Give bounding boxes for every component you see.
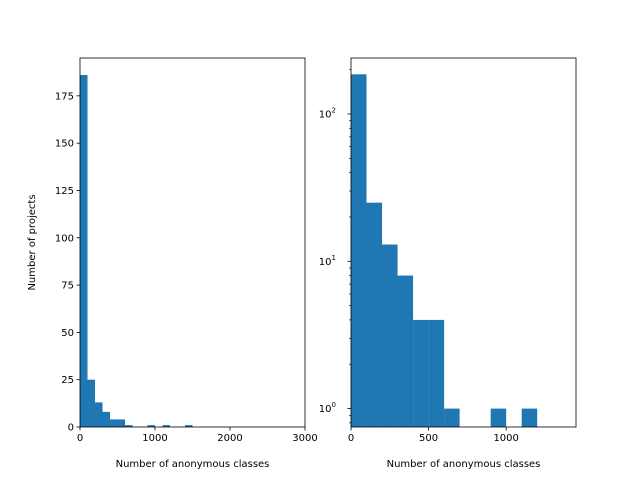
x-axis-label: Number of anonymous classes bbox=[116, 459, 270, 470]
histogram-bar bbox=[366, 202, 383, 427]
histogram-bar bbox=[185, 425, 193, 427]
axes-frame bbox=[350, 57, 577, 428]
histogram-linear-panel: 0 1000 2000 3000 0 25 50 75 100 125 150 175 Number… bbox=[27, 57, 318, 470]
y-axis-ticks: 0 25 50 75 100 125 150 175 bbox=[55, 91, 80, 434]
x-tick-label: 1000 bbox=[142, 433, 167, 444]
histogram-bar bbox=[490, 408, 507, 427]
axes-frame bbox=[79, 57, 306, 428]
histogram-bar bbox=[382, 244, 398, 427]
histogram-bar bbox=[521, 408, 538, 427]
x-tick-label: 0 bbox=[348, 433, 354, 444]
histogram-bar bbox=[444, 408, 460, 427]
y-tick-label: 150 bbox=[55, 139, 74, 150]
histogram-bar bbox=[147, 425, 155, 427]
bars-group bbox=[80, 75, 193, 427]
histogram-bar bbox=[413, 319, 429, 427]
x-tick-label: 2000 bbox=[217, 433, 242, 444]
y-tick-label: 75 bbox=[61, 281, 74, 292]
histogram-bar bbox=[397, 275, 414, 427]
y-axis-label: Number of projects bbox=[27, 194, 38, 290]
x-tick-label: 3000 bbox=[292, 433, 317, 444]
histogram-bar bbox=[428, 319, 445, 427]
x-axis-label: Number of anonymous classes bbox=[387, 459, 541, 470]
histogram-bar bbox=[95, 402, 103, 427]
histogram-bar bbox=[117, 419, 125, 427]
y-tick-label: 50 bbox=[61, 328, 74, 339]
bars-group bbox=[351, 74, 538, 427]
y-tick-label: 175 bbox=[55, 91, 74, 102]
histogram-bar bbox=[125, 425, 133, 427]
histogram-bar bbox=[351, 74, 367, 427]
y-tick-label: 125 bbox=[55, 186, 74, 197]
histogram-bar bbox=[110, 419, 118, 427]
histogram-bar bbox=[87, 379, 95, 427]
x-tick-label: 0 bbox=[77, 433, 83, 444]
x-axis-ticks: 0 500 1000 bbox=[348, 427, 519, 444]
x-axis-ticks: 0 1000 2000 3000 bbox=[77, 427, 318, 444]
x-tick-label: 1000 bbox=[493, 433, 518, 444]
y-tick-label: 0 bbox=[68, 423, 74, 434]
y-tick-label: 25 bbox=[61, 375, 74, 386]
histogram-bar bbox=[102, 411, 110, 427]
y-tick-label: 100 bbox=[55, 233, 74, 244]
x-tick-label: 500 bbox=[419, 433, 438, 444]
histogram-bar bbox=[162, 425, 170, 427]
histogram-bar bbox=[80, 75, 88, 427]
